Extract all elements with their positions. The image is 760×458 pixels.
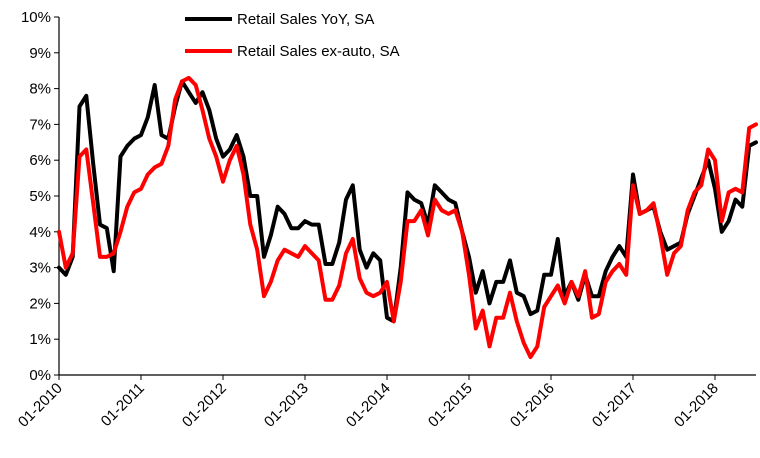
x-tick-label: 01-2010	[15, 380, 66, 431]
legend-entry-2: Retail Sales ex-auto, SA	[185, 43, 400, 60]
x-tick-label: 01-2013	[261, 380, 312, 431]
x-ticks: 01-2010 01-2011 01-2012 01-2013 01-2014 01-20…	[15, 375, 722, 431]
legend-label-1: Retail Sales YoY, SA	[237, 11, 374, 28]
y-tick-label: 5%	[29, 188, 51, 205]
x-tick-label: 01-2011	[98, 380, 148, 430]
x-tick-label: 01-2017	[589, 380, 640, 431]
y-tick-label: 6%	[29, 152, 51, 169]
series-line-1	[57, 79, 758, 324]
x-tick-label: 01-2016	[507, 380, 558, 431]
x-tick-label: 01-2015	[425, 380, 476, 431]
y-tick-label: 9%	[29, 45, 51, 62]
y-tick-label: 0%	[29, 367, 51, 384]
y-ticks: 0% 1% 2% 3% 4% 5% 6% 7% 8% 9% 10%	[21, 9, 59, 384]
series-layer	[57, 75, 758, 360]
series-line-2	[57, 75, 758, 360]
y-tick-label: 4%	[29, 224, 51, 241]
legend-label-2: Retail Sales ex-auto, SA	[237, 43, 400, 60]
x-tick-label: 01-2018	[671, 380, 722, 431]
y-tick-label: 7%	[29, 116, 51, 133]
y-tick-label: 8%	[29, 81, 51, 98]
x-tick-label: 01-2012	[179, 380, 230, 431]
y-tick-label: 1%	[29, 331, 51, 348]
x-tick-label: 01-2014	[343, 380, 394, 431]
legend: Retail Sales YoY, SA Retail Sales ex-aut…	[185, 11, 400, 60]
legend-entry-1: Retail Sales YoY, SA	[185, 11, 374, 28]
y-tick-label: 2%	[29, 295, 51, 312]
y-tick-label: 3%	[29, 260, 51, 277]
y-tick-label: 10%	[21, 9, 51, 26]
